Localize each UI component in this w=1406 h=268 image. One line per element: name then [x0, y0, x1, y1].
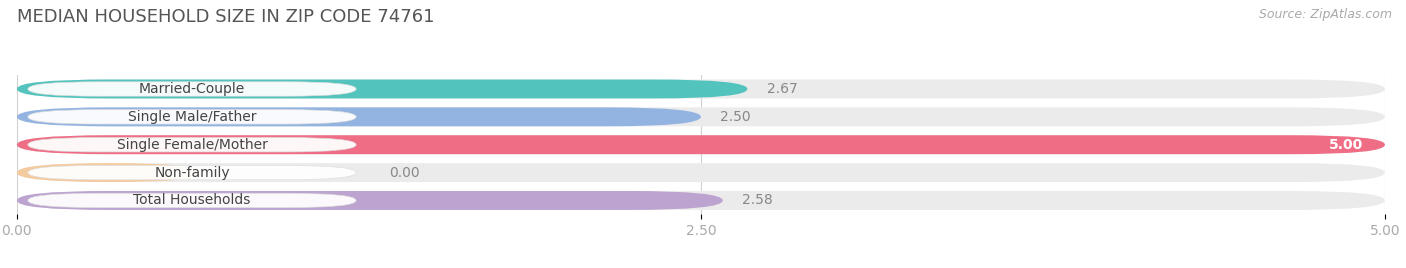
FancyBboxPatch shape [17, 191, 723, 210]
FancyBboxPatch shape [17, 135, 1385, 154]
Text: 2.50: 2.50 [720, 110, 751, 124]
FancyBboxPatch shape [17, 80, 748, 98]
Text: Single Male/Father: Single Male/Father [128, 110, 256, 124]
Text: 5.00: 5.00 [1329, 138, 1362, 152]
FancyBboxPatch shape [28, 193, 356, 208]
FancyBboxPatch shape [28, 137, 356, 152]
FancyBboxPatch shape [28, 110, 356, 124]
FancyBboxPatch shape [17, 163, 202, 182]
Text: Source: ZipAtlas.com: Source: ZipAtlas.com [1258, 8, 1392, 21]
Text: 2.67: 2.67 [766, 82, 797, 96]
FancyBboxPatch shape [17, 135, 1385, 154]
Text: Non-family: Non-family [155, 166, 229, 180]
Text: Married-Couple: Married-Couple [139, 82, 245, 96]
FancyBboxPatch shape [17, 107, 1385, 126]
Text: Total Households: Total Households [134, 193, 250, 207]
Text: 2.58: 2.58 [742, 193, 773, 207]
FancyBboxPatch shape [17, 107, 700, 126]
FancyBboxPatch shape [17, 80, 1385, 98]
FancyBboxPatch shape [28, 165, 356, 180]
Text: 0.00: 0.00 [389, 166, 419, 180]
FancyBboxPatch shape [17, 163, 1385, 182]
FancyBboxPatch shape [28, 82, 356, 96]
Text: Single Female/Mother: Single Female/Mother [117, 138, 267, 152]
Text: MEDIAN HOUSEHOLD SIZE IN ZIP CODE 74761: MEDIAN HOUSEHOLD SIZE IN ZIP CODE 74761 [17, 8, 434, 26]
FancyBboxPatch shape [17, 191, 1385, 210]
